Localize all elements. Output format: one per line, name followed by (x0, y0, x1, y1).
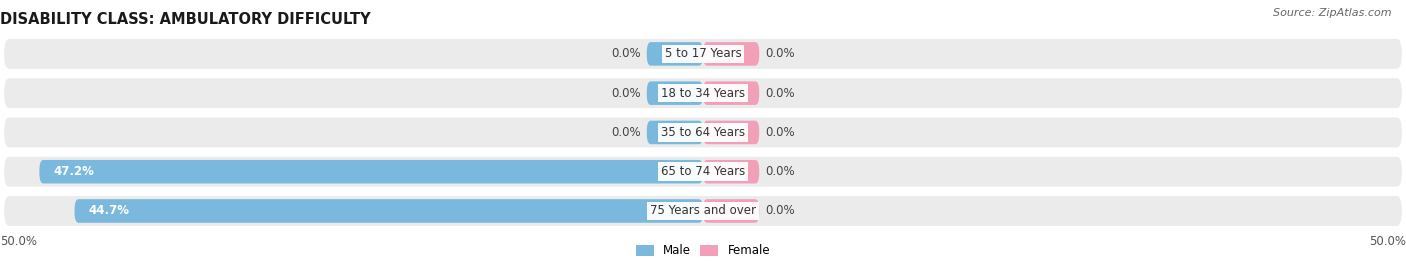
FancyBboxPatch shape (75, 199, 703, 223)
FancyBboxPatch shape (4, 196, 1402, 226)
FancyBboxPatch shape (4, 118, 1402, 147)
FancyBboxPatch shape (703, 121, 759, 144)
Text: 0.0%: 0.0% (765, 87, 794, 100)
Text: 0.0%: 0.0% (765, 204, 794, 217)
FancyBboxPatch shape (703, 82, 759, 105)
Text: 44.7%: 44.7% (89, 204, 129, 217)
FancyBboxPatch shape (647, 82, 703, 105)
FancyBboxPatch shape (703, 42, 759, 66)
Text: Source: ZipAtlas.com: Source: ZipAtlas.com (1274, 8, 1392, 18)
FancyBboxPatch shape (647, 42, 703, 66)
FancyBboxPatch shape (647, 121, 703, 144)
FancyBboxPatch shape (39, 160, 703, 183)
FancyBboxPatch shape (4, 157, 1402, 187)
Text: 75 Years and over: 75 Years and over (650, 204, 756, 217)
FancyBboxPatch shape (4, 78, 1402, 108)
Text: 35 to 64 Years: 35 to 64 Years (661, 126, 745, 139)
Text: 50.0%: 50.0% (0, 235, 37, 248)
Text: 0.0%: 0.0% (765, 165, 794, 178)
Text: 0.0%: 0.0% (765, 47, 794, 60)
Text: 0.0%: 0.0% (612, 126, 641, 139)
Legend: Male, Female: Male, Female (631, 240, 775, 262)
Text: 0.0%: 0.0% (612, 47, 641, 60)
Text: 18 to 34 Years: 18 to 34 Years (661, 87, 745, 100)
Text: 0.0%: 0.0% (765, 126, 794, 139)
Text: 47.2%: 47.2% (53, 165, 94, 178)
Text: 5 to 17 Years: 5 to 17 Years (665, 47, 741, 60)
FancyBboxPatch shape (4, 39, 1402, 69)
FancyBboxPatch shape (703, 160, 759, 183)
FancyBboxPatch shape (703, 199, 759, 223)
Text: 50.0%: 50.0% (1369, 235, 1406, 248)
Text: DISABILITY CLASS: AMBULATORY DIFFICULTY: DISABILITY CLASS: AMBULATORY DIFFICULTY (0, 12, 371, 27)
Text: 65 to 74 Years: 65 to 74 Years (661, 165, 745, 178)
Text: 0.0%: 0.0% (612, 87, 641, 100)
